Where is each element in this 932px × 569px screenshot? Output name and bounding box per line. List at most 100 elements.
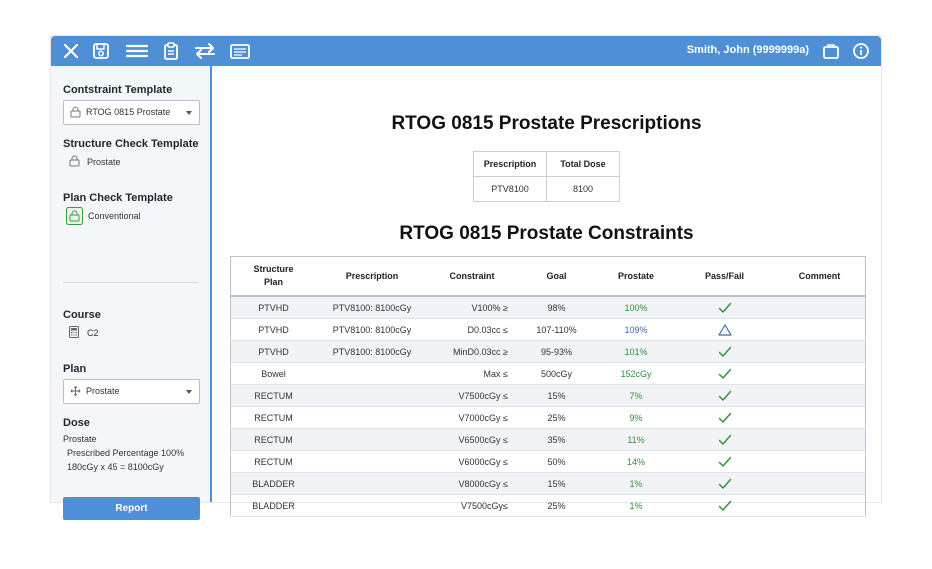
goal-cell: 95-93% [516, 340, 597, 363]
comment-cell[interactable] [774, 384, 866, 407]
pass-fail-cell [675, 340, 774, 363]
structure-check-value: Prostate [87, 157, 121, 167]
plan-check-heading: Plan Check Template [63, 192, 173, 204]
check-icon [718, 434, 732, 445]
check-icon [718, 346, 732, 357]
table-row: PTVHD PTV8100: 8100cGy V100% ≥98% 100% [230, 296, 866, 319]
prescription-cell [316, 362, 428, 385]
close-icon[interactable] [61, 41, 81, 61]
prostate-value-cell: 14% [597, 450, 675, 473]
briefcase-icon[interactable] [821, 41, 841, 61]
comment-cell[interactable] [774, 428, 866, 451]
comment-cell[interactable] [774, 362, 866, 385]
pass-fail-cell [675, 296, 774, 319]
structure-check-heading: Structure Check Template [63, 138, 199, 150]
prostate-value-cell: 7% [597, 384, 675, 407]
check-icon [718, 368, 732, 379]
structure-header-line2: Plan [263, 277, 283, 287]
check-icon [718, 500, 732, 511]
goal-cell: 15% [516, 384, 597, 407]
structure-cell: PTVHD [230, 296, 316, 319]
table-row: BLADDER V8000cGy ≤15% 1% [230, 472, 866, 495]
structure-cell: RECTUM [230, 450, 316, 473]
dose-prescribed-percentage: Prescribed Percentage 100% [67, 448, 185, 458]
prostate-value-cell: 11% [597, 428, 675, 451]
menu-icon[interactable] [125, 41, 149, 61]
structure-header-line1: Structure [253, 264, 294, 274]
swap-icon[interactable] [193, 41, 217, 61]
comment-cell[interactable] [774, 318, 866, 341]
check-icon [718, 412, 732, 423]
prostate-value-cell: 152cGy [597, 362, 675, 385]
prescription-cell: PTV8100: 8100cGy [316, 340, 428, 363]
move-icon [70, 386, 81, 396]
structure-cell: PTVHD [230, 318, 316, 341]
dose-calculation: 180cGy x 45 = 8100cGy [67, 462, 164, 472]
pass-fail-cell [675, 472, 774, 495]
table-row: RECTUM V6000cGy ≤50% 14% [230, 450, 866, 473]
pass-fail-cell [675, 362, 774, 385]
comment-cell[interactable] [774, 472, 866, 495]
check-icon [718, 390, 732, 401]
constraint-cell: V7500cGy ≤ [428, 384, 516, 407]
prostate-value-cell: 9% [597, 406, 675, 429]
sidebar: Contstraint Template RTOG 0815 Prostate … [51, 66, 212, 520]
dose-structure: Prostate [63, 434, 97, 444]
goal-cell: 25% [516, 406, 597, 429]
total-dose-header: Total Dose [546, 151, 620, 177]
comment-cell[interactable] [774, 450, 866, 473]
report-button[interactable]: Report [63, 497, 200, 520]
prescription-cell: PTV8100: 8100cGy [316, 296, 428, 319]
lock-icon [69, 155, 80, 167]
comment-cell[interactable] [774, 494, 866, 517]
pass-fail-cell [675, 450, 774, 473]
prostate-value-cell: 1% [597, 472, 675, 495]
save-icon[interactable] [91, 41, 111, 61]
info-icon[interactable] [851, 41, 871, 61]
course-value: C2 [87, 328, 99, 338]
constraint-cell: MinD0.03cc ≥ [428, 340, 516, 363]
structure-cell: BLADDER [230, 494, 316, 517]
pass-fail-cell [675, 428, 774, 451]
prescription-cell: PTV8100 [473, 176, 547, 202]
prescription-cell [316, 428, 428, 451]
structure-cell: Bowel [230, 362, 316, 385]
plan-heading: Plan [63, 363, 87, 375]
comment-cell[interactable] [774, 340, 866, 363]
pass-fail-cell [675, 318, 774, 341]
lock-icon [70, 106, 81, 118]
prostate-header: Prostate [597, 256, 675, 297]
constraint-template-heading: Contstraint Template [63, 84, 173, 96]
list-icon[interactable] [229, 41, 251, 61]
table-row: RECTUM V6500cGy ≤35% 11% [230, 428, 866, 451]
prescription-header: Prescription [473, 151, 547, 177]
goal-cell: 35% [516, 428, 597, 451]
constraint-cell: V8000cGy ≤ [428, 472, 516, 495]
constraint-cell: V6500cGy ≤ [428, 428, 516, 451]
user-name[interactable]: Smith, John (9999999a) [686, 44, 809, 56]
dose-heading: Dose [63, 417, 90, 429]
structure-cell: RECTUM [230, 428, 316, 451]
table-row: BLADDER V7500cGy≤ 25% 1% [230, 494, 866, 517]
comment-cell[interactable] [774, 406, 866, 429]
prescription-cell [316, 472, 428, 495]
constraint-template-value: RTOG 0815 Prostate [86, 107, 171, 117]
constraint-cell: V6000cGy ≤ [428, 450, 516, 473]
prescription-cell: PTV8100: 8100cGy [316, 318, 428, 341]
check-icon [718, 302, 732, 313]
prostate-value-cell: 109% [597, 318, 675, 341]
check-icon [718, 456, 732, 467]
clipboard-icon[interactable] [161, 41, 181, 61]
structure-cell: RECTUM [230, 406, 316, 429]
structure-plan-header: Structure Plan [230, 256, 316, 297]
plan-check-value: Conventional [88, 211, 141, 221]
constraint-template-select[interactable]: RTOG 0815 Prostate [63, 100, 200, 125]
prostate-value-cell: 100% [597, 296, 675, 319]
prescriptions-table: Prescription Total Dose PTV8100 8100 [473, 151, 620, 202]
lock-icon[interactable] [66, 207, 83, 225]
pass-fail-cell [675, 406, 774, 429]
goal-cell: 50% [516, 450, 597, 473]
comment-cell[interactable] [774, 296, 866, 319]
plan-select[interactable]: Prostate [63, 379, 200, 404]
constraint-cell: D0.03cc ≤ [428, 318, 516, 341]
